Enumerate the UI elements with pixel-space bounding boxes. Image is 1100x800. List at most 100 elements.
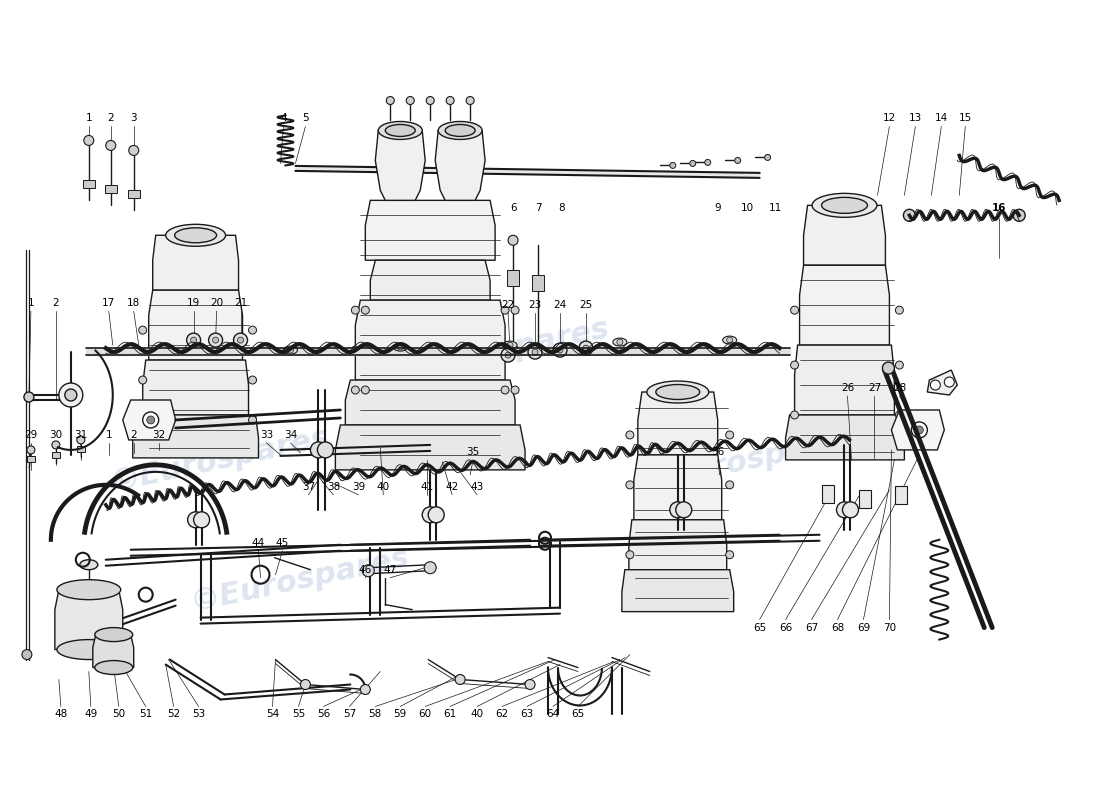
Bar bbox=[822, 485, 834, 503]
Circle shape bbox=[705, 159, 711, 166]
Circle shape bbox=[791, 361, 799, 369]
Text: 2: 2 bbox=[53, 298, 59, 308]
Ellipse shape bbox=[438, 122, 482, 139]
Text: 18: 18 bbox=[128, 298, 141, 308]
Ellipse shape bbox=[647, 381, 708, 403]
Text: 34: 34 bbox=[284, 430, 297, 440]
Circle shape bbox=[351, 386, 360, 394]
Circle shape bbox=[626, 431, 634, 439]
Ellipse shape bbox=[95, 628, 133, 642]
Circle shape bbox=[670, 162, 675, 169]
Circle shape bbox=[59, 383, 82, 407]
Circle shape bbox=[836, 502, 852, 518]
Text: 33: 33 bbox=[260, 430, 273, 440]
Polygon shape bbox=[785, 415, 904, 460]
Ellipse shape bbox=[57, 580, 121, 600]
Polygon shape bbox=[634, 455, 722, 520]
Polygon shape bbox=[92, 634, 134, 667]
Circle shape bbox=[187, 333, 200, 347]
Text: 38: 38 bbox=[327, 482, 340, 492]
Polygon shape bbox=[133, 415, 258, 458]
Circle shape bbox=[690, 161, 695, 166]
Text: ©Eurospares: ©Eurospares bbox=[637, 422, 862, 498]
Text: 41: 41 bbox=[420, 482, 433, 492]
Polygon shape bbox=[629, 520, 727, 570]
Polygon shape bbox=[804, 206, 886, 266]
Text: ©Eurospares: ©Eurospares bbox=[188, 542, 412, 617]
Circle shape bbox=[129, 146, 139, 155]
Ellipse shape bbox=[723, 336, 737, 344]
Polygon shape bbox=[891, 410, 944, 450]
Polygon shape bbox=[365, 200, 495, 260]
Text: 40: 40 bbox=[376, 482, 389, 492]
Circle shape bbox=[512, 346, 519, 354]
Text: 5: 5 bbox=[302, 114, 309, 123]
Circle shape bbox=[455, 674, 465, 685]
Polygon shape bbox=[86, 348, 790, 355]
Circle shape bbox=[944, 377, 955, 387]
Circle shape bbox=[26, 446, 35, 454]
Circle shape bbox=[915, 426, 923, 434]
Circle shape bbox=[447, 97, 454, 105]
Text: 13: 13 bbox=[909, 114, 922, 123]
Text: 60: 60 bbox=[419, 710, 432, 719]
Text: 57: 57 bbox=[343, 710, 356, 719]
Circle shape bbox=[557, 347, 563, 353]
Circle shape bbox=[351, 306, 360, 314]
Circle shape bbox=[626, 550, 634, 558]
Circle shape bbox=[532, 349, 538, 355]
Circle shape bbox=[903, 210, 915, 222]
Circle shape bbox=[726, 481, 734, 489]
Text: 42: 42 bbox=[446, 482, 459, 492]
Circle shape bbox=[466, 97, 474, 105]
Circle shape bbox=[528, 345, 542, 359]
Text: 35: 35 bbox=[466, 447, 480, 457]
Ellipse shape bbox=[446, 125, 475, 137]
Circle shape bbox=[139, 416, 146, 424]
Text: 6: 6 bbox=[509, 203, 516, 214]
Polygon shape bbox=[123, 400, 176, 440]
Text: 26: 26 bbox=[840, 383, 854, 393]
Text: 24: 24 bbox=[553, 300, 566, 310]
Circle shape bbox=[502, 346, 509, 354]
Text: 46: 46 bbox=[359, 565, 372, 574]
Text: 51: 51 bbox=[139, 710, 152, 719]
Ellipse shape bbox=[613, 338, 627, 346]
Text: 67: 67 bbox=[805, 622, 818, 633]
Text: 55: 55 bbox=[292, 710, 305, 719]
Circle shape bbox=[406, 97, 415, 105]
Circle shape bbox=[727, 337, 733, 343]
Circle shape bbox=[843, 502, 858, 518]
Circle shape bbox=[249, 416, 256, 424]
Circle shape bbox=[362, 565, 374, 577]
Circle shape bbox=[300, 679, 310, 690]
Circle shape bbox=[84, 135, 94, 146]
Circle shape bbox=[912, 422, 927, 438]
Text: 48: 48 bbox=[54, 710, 67, 719]
Polygon shape bbox=[153, 235, 239, 290]
Polygon shape bbox=[794, 345, 894, 415]
Text: 3: 3 bbox=[131, 114, 138, 123]
Circle shape bbox=[24, 392, 34, 402]
Circle shape bbox=[670, 502, 685, 518]
Bar bbox=[859, 490, 871, 508]
Ellipse shape bbox=[812, 194, 877, 218]
Circle shape bbox=[1013, 210, 1025, 222]
Circle shape bbox=[895, 306, 903, 314]
Polygon shape bbox=[355, 300, 505, 380]
Circle shape bbox=[318, 442, 333, 458]
Text: 32: 32 bbox=[152, 430, 165, 440]
Polygon shape bbox=[55, 590, 123, 650]
Bar bbox=[52, 452, 59, 458]
Text: 62: 62 bbox=[495, 710, 508, 719]
Ellipse shape bbox=[503, 341, 517, 349]
Polygon shape bbox=[800, 266, 890, 345]
Bar bbox=[82, 180, 95, 188]
Text: 39: 39 bbox=[352, 482, 365, 492]
Text: 1: 1 bbox=[106, 430, 112, 440]
Polygon shape bbox=[345, 380, 515, 425]
Text: 1: 1 bbox=[86, 114, 92, 123]
Circle shape bbox=[525, 679, 535, 690]
Text: ©Eurospares: ©Eurospares bbox=[388, 313, 613, 387]
Ellipse shape bbox=[378, 122, 422, 139]
